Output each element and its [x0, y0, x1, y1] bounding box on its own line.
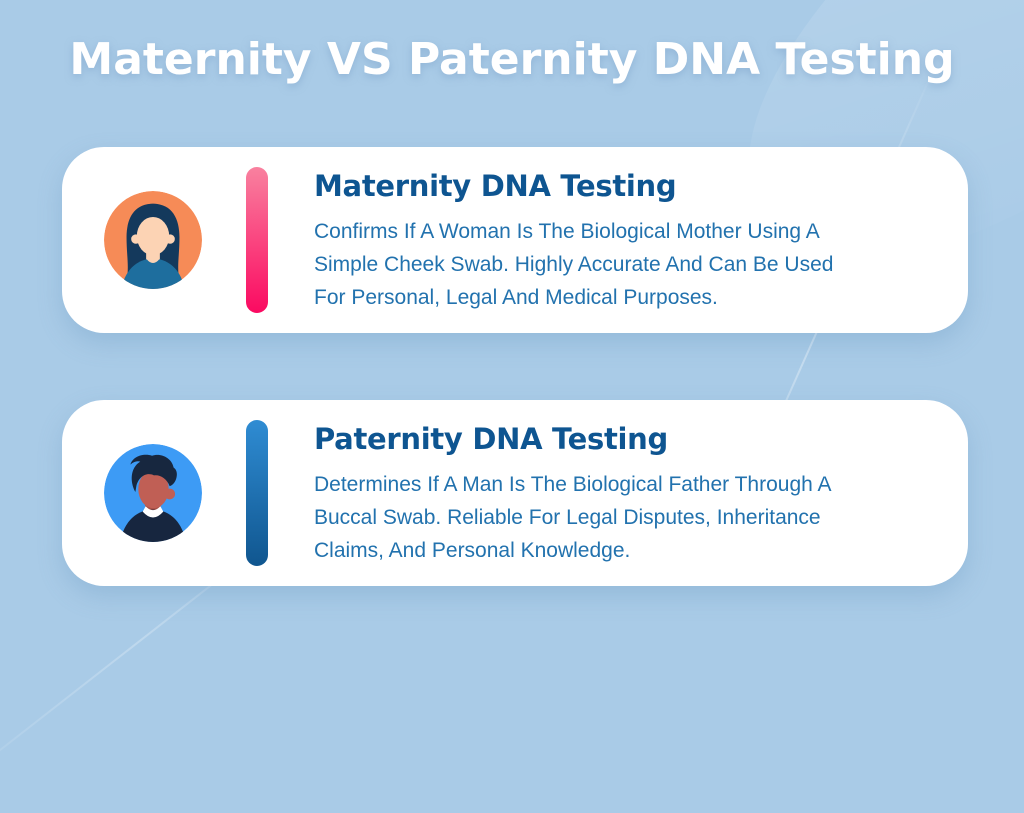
paternity-text-block: Paternity DNA Testing Determines If A Ma…: [314, 420, 832, 567]
paternity-body-line: Buccal Swab. Reliable For Legal Disputes…: [314, 505, 821, 529]
man-avatar-icon: [104, 444, 202, 542]
maternity-text-block: Maternity DNA Testing Confirms If A Woma…: [314, 167, 833, 314]
page-title: Maternity VS Paternity DNA Testing: [69, 34, 955, 85]
paternity-heading: Paternity DNA Testing: [314, 421, 668, 456]
paternity-body-line: Claims, And Personal Knowledge.: [314, 538, 631, 562]
paternity-card: Paternity DNA Testing Determines If A Ma…: [62, 400, 968, 586]
maternity-accent-bar: [246, 167, 268, 313]
maternity-body-line: Confirms If A Woman Is The Biological Mo…: [314, 219, 820, 243]
maternity-card: Maternity DNA Testing Confirms If A Woma…: [62, 147, 968, 333]
woman-avatar-icon: [104, 191, 202, 289]
maternity-body-line: Simple Cheek Swab. Highly Accurate And C…: [314, 252, 834, 276]
maternity-body-line: For Personal, Legal And Medical Purposes…: [314, 285, 718, 309]
maternity-heading: Maternity DNA Testing: [314, 168, 677, 203]
paternity-accent-bar: [246, 420, 268, 566]
paternity-body-line: Determines If A Man Is The Biological Fa…: [314, 472, 832, 496]
